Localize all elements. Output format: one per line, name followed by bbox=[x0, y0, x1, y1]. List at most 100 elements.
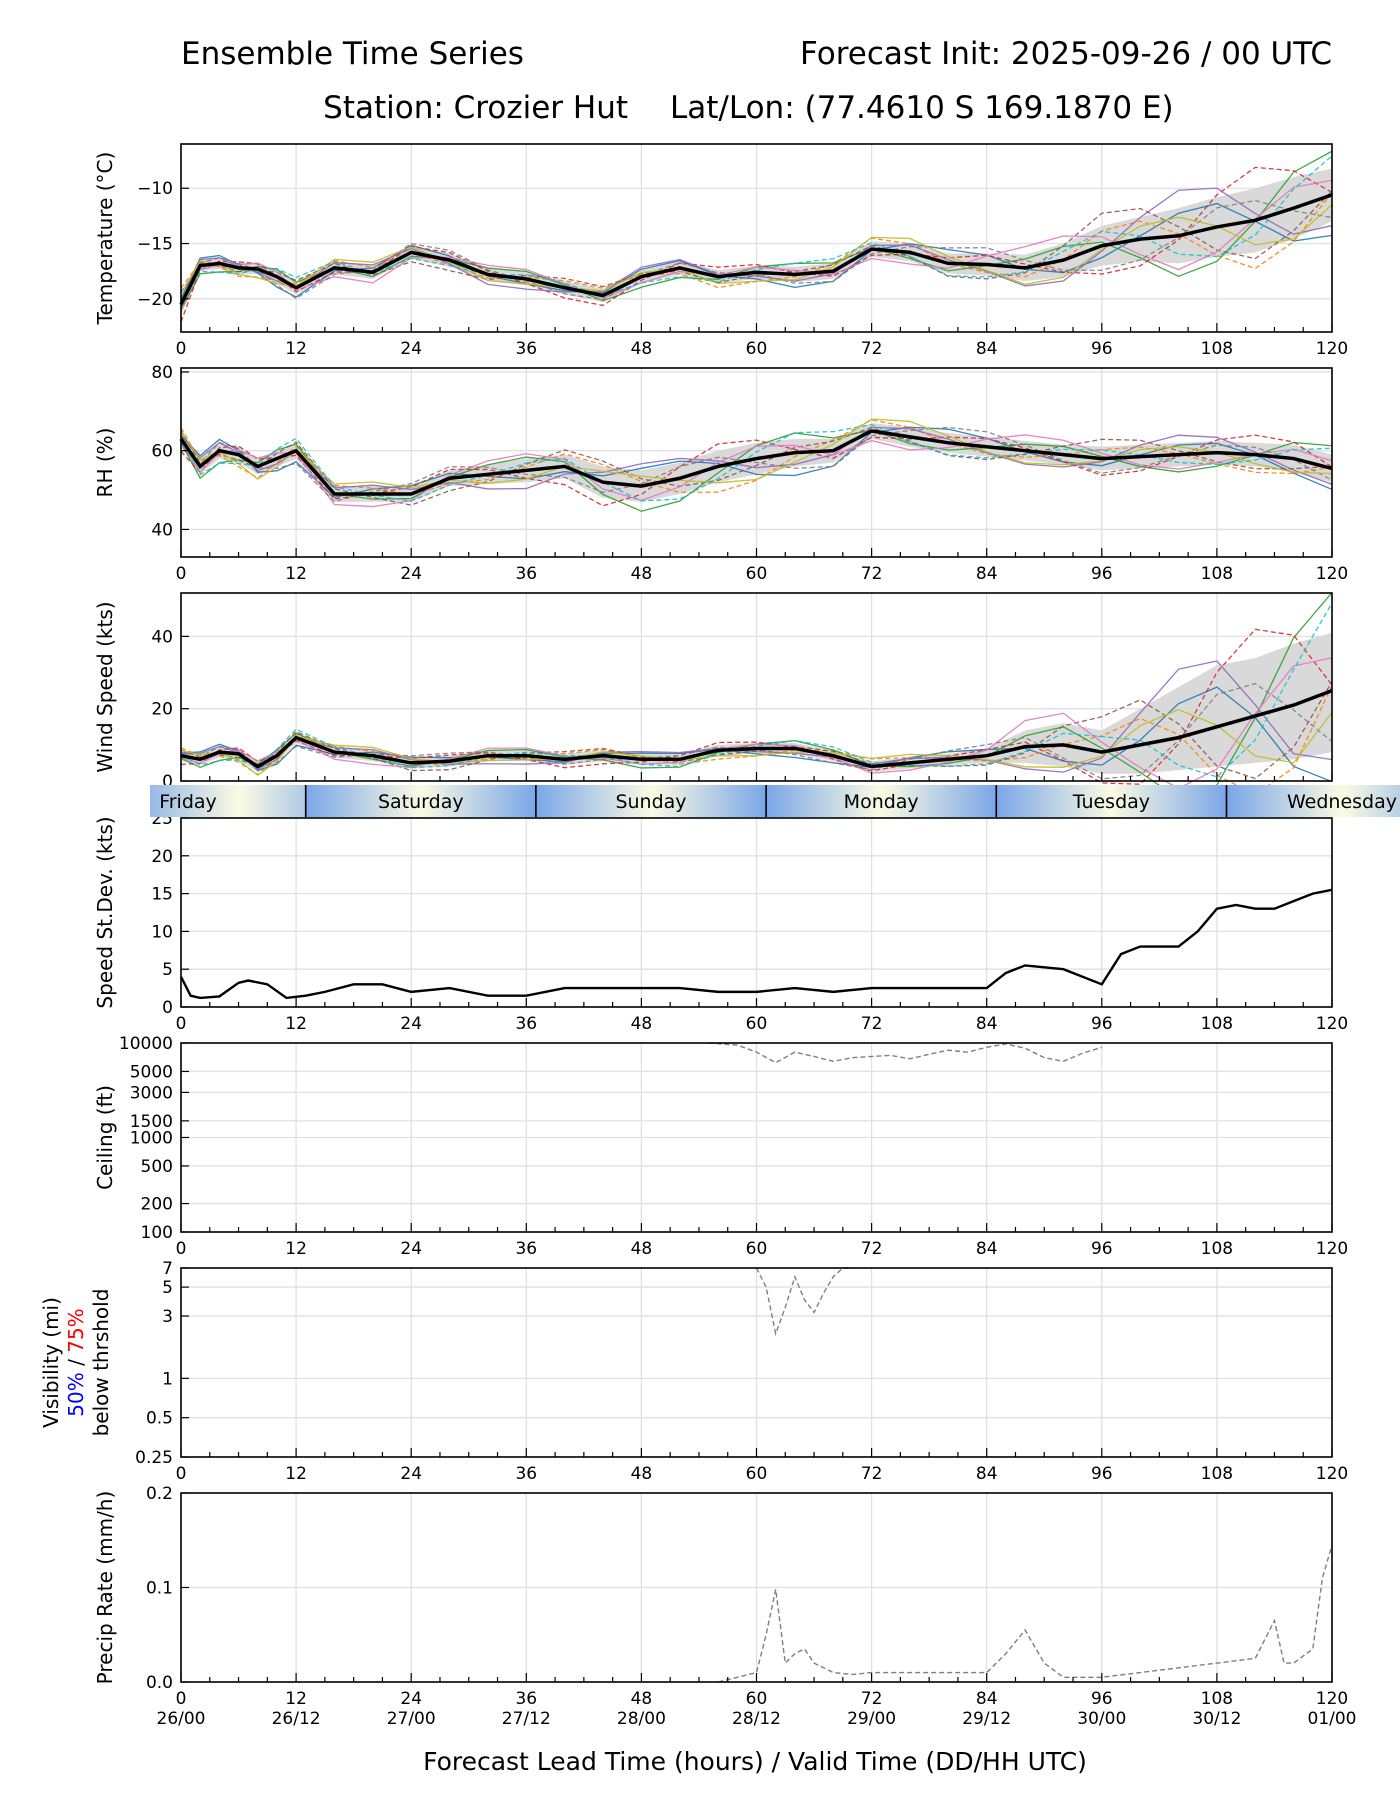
x-tick-label: 48 bbox=[631, 1239, 653, 1259]
member-line bbox=[180, 429, 1333, 512]
x-tick-label: 120 bbox=[1316, 1014, 1348, 1034]
x-tick-label: 60 bbox=[746, 1689, 768, 1709]
panel-5: 0 12 24 36 48 60 72 84 96 108 120 0.25 0.5 1 3 57 Visibi… bbox=[39, 1259, 1348, 1484]
member-line bbox=[180, 199, 1333, 309]
member-line bbox=[708, 1042, 1103, 1064]
y-tick-label: −20 bbox=[137, 290, 173, 310]
x-tick-label: 96 bbox=[1091, 564, 1113, 584]
valid-time-label: 28/00 bbox=[617, 1709, 666, 1729]
y-tick-label: 60 bbox=[151, 442, 173, 462]
member-line bbox=[180, 682, 1333, 780]
x-tick-label: 12 bbox=[285, 1689, 307, 1709]
y-tick-label: 5 bbox=[162, 1278, 173, 1298]
spread-band bbox=[181, 632, 1332, 774]
panel-4: 0 12 24 36 48 60 72 84 96 108 120 100 200 500 10001500… bbox=[93, 1034, 1348, 1259]
x-tick-label: 120 bbox=[1316, 339, 1348, 359]
y-tick-label: 1500 bbox=[130, 1112, 173, 1132]
day-label: Tuesday bbox=[1072, 791, 1150, 813]
x-tick-label: 72 bbox=[861, 339, 883, 359]
day-label: Saturday bbox=[378, 791, 464, 813]
member-line bbox=[180, 204, 1333, 295]
day-label: Sunday bbox=[615, 791, 686, 813]
x-tick-label: 60 bbox=[746, 339, 768, 359]
day-bar-mask-left bbox=[0, 785, 150, 817]
mean-line bbox=[179, 429, 1333, 496]
pct75-label: 75% bbox=[64, 1308, 88, 1352]
valid-time-label: 27/12 bbox=[502, 1709, 551, 1729]
y-axis-label: Wind Speed (kts) bbox=[93, 601, 117, 772]
y-axis-label: Speed St.Dev. (kts) bbox=[93, 816, 117, 1008]
x-tick-label: 12 bbox=[285, 1014, 307, 1034]
x-tick-label: 48 bbox=[631, 1689, 653, 1709]
x-tick-label: 24 bbox=[400, 564, 422, 584]
valid-time-label: 29/00 bbox=[847, 1709, 896, 1729]
y-tick-label: 200 bbox=[141, 1195, 173, 1215]
x-tick-label: 108 bbox=[1201, 339, 1233, 359]
x-tick-label: 96 bbox=[1091, 1014, 1113, 1034]
x-tick-label: 48 bbox=[631, 1014, 653, 1034]
member-line bbox=[180, 426, 1333, 503]
y-axis-label: RH (%) bbox=[93, 428, 117, 498]
x-tick-label: 60 bbox=[746, 1239, 768, 1259]
valid-time-label: 30/12 bbox=[1192, 1709, 1241, 1729]
valid-time-label: 01/00 bbox=[1308, 1709, 1357, 1729]
x-tick-label: 36 bbox=[515, 1014, 537, 1034]
x-tick-label: 12 bbox=[285, 564, 307, 584]
x-tick-label: 36 bbox=[515, 564, 537, 584]
valid-time-label: 30/00 bbox=[1077, 1709, 1126, 1729]
mean-line bbox=[180, 688, 1333, 769]
x-tick-label: 72 bbox=[861, 1689, 883, 1709]
member-line bbox=[180, 628, 1333, 785]
y-tick-label: 1000 bbox=[130, 1129, 173, 1149]
y-tick-label: 3 bbox=[162, 1307, 173, 1327]
x-tick-label: 120 bbox=[1316, 1464, 1348, 1484]
day-segment bbox=[535, 785, 767, 817]
y-axis-label-threshold: below thrshold bbox=[89, 1289, 113, 1437]
x-tick-label: 0 bbox=[176, 1239, 187, 1259]
day-segment bbox=[996, 785, 1227, 817]
x-axis-label: Forecast Lead Time (hours) / Valid Time … bbox=[423, 1747, 1087, 1776]
panel-0: 0 12 24 36 48 60 72 84 96 108 120 −10 −15 −20 Temperat… bbox=[93, 143, 1348, 359]
member-line bbox=[180, 418, 1333, 489]
valid-time-label: 28/12 bbox=[732, 1709, 781, 1729]
valid-time-label: 26/00 bbox=[157, 1709, 206, 1729]
y-tick-label: 0 bbox=[162, 998, 173, 1018]
x-tick-label: 36 bbox=[515, 1239, 537, 1259]
day-segment bbox=[766, 785, 997, 817]
y-tick-label: 5000 bbox=[130, 1062, 173, 1082]
x-tick-label: 84 bbox=[976, 1689, 998, 1709]
x-tick-label: 0 bbox=[176, 1014, 187, 1034]
day-label: Wednesday bbox=[1287, 791, 1397, 813]
y-axis-label: Temperature (°C) bbox=[93, 152, 117, 326]
panels: 0 12 24 36 48 60 72 84 96 108 120−10−15−20Temperat… bbox=[39, 143, 1348, 1709]
x-tick-label: 0 bbox=[176, 339, 187, 359]
mean-line bbox=[179, 193, 1333, 306]
x-tick-label: 96 bbox=[1091, 339, 1113, 359]
x-tick-label: 72 bbox=[861, 1239, 883, 1259]
valid-time-label: 29/12 bbox=[962, 1709, 1011, 1729]
y-tick-label: 0.0 bbox=[146, 1673, 173, 1693]
panel-1: 0 12 24 36 48 60 72 84 96 108 120 80 60 40 RH (%) bbox=[93, 363, 1348, 584]
x-tick-label: 24 bbox=[400, 1014, 422, 1034]
x-tick-label: 84 bbox=[976, 1239, 998, 1259]
x-tick-label: 108 bbox=[1201, 1239, 1233, 1259]
x-tick-label: 24 bbox=[400, 339, 422, 359]
y-tick-label: 3000 bbox=[130, 1083, 173, 1103]
y-tick-label: 10000 bbox=[119, 1034, 173, 1054]
y-tick-label: 40 bbox=[151, 520, 173, 540]
y-tick-label: 15 bbox=[151, 885, 173, 905]
x-tick-label: 36 bbox=[515, 339, 537, 359]
x-tick-label: 120 bbox=[1316, 564, 1348, 584]
x-tick-label: 120 bbox=[1316, 1689, 1348, 1709]
x-tick-label: 48 bbox=[631, 564, 653, 584]
y-tick-label: 20 bbox=[151, 847, 173, 867]
x-tick-label: 60 bbox=[746, 1014, 768, 1034]
pct-separator: / bbox=[64, 1353, 88, 1372]
x-tick-label: 24 bbox=[400, 1464, 422, 1484]
x-tick-label: 12 bbox=[285, 1464, 307, 1484]
stdev-line bbox=[179, 888, 1333, 1000]
x-tick-label: 24 bbox=[400, 1689, 422, 1709]
y-tick-label: 500 bbox=[141, 1157, 173, 1177]
y-tick-label: 0 bbox=[162, 772, 173, 792]
x-tick-label: 48 bbox=[631, 1464, 653, 1484]
